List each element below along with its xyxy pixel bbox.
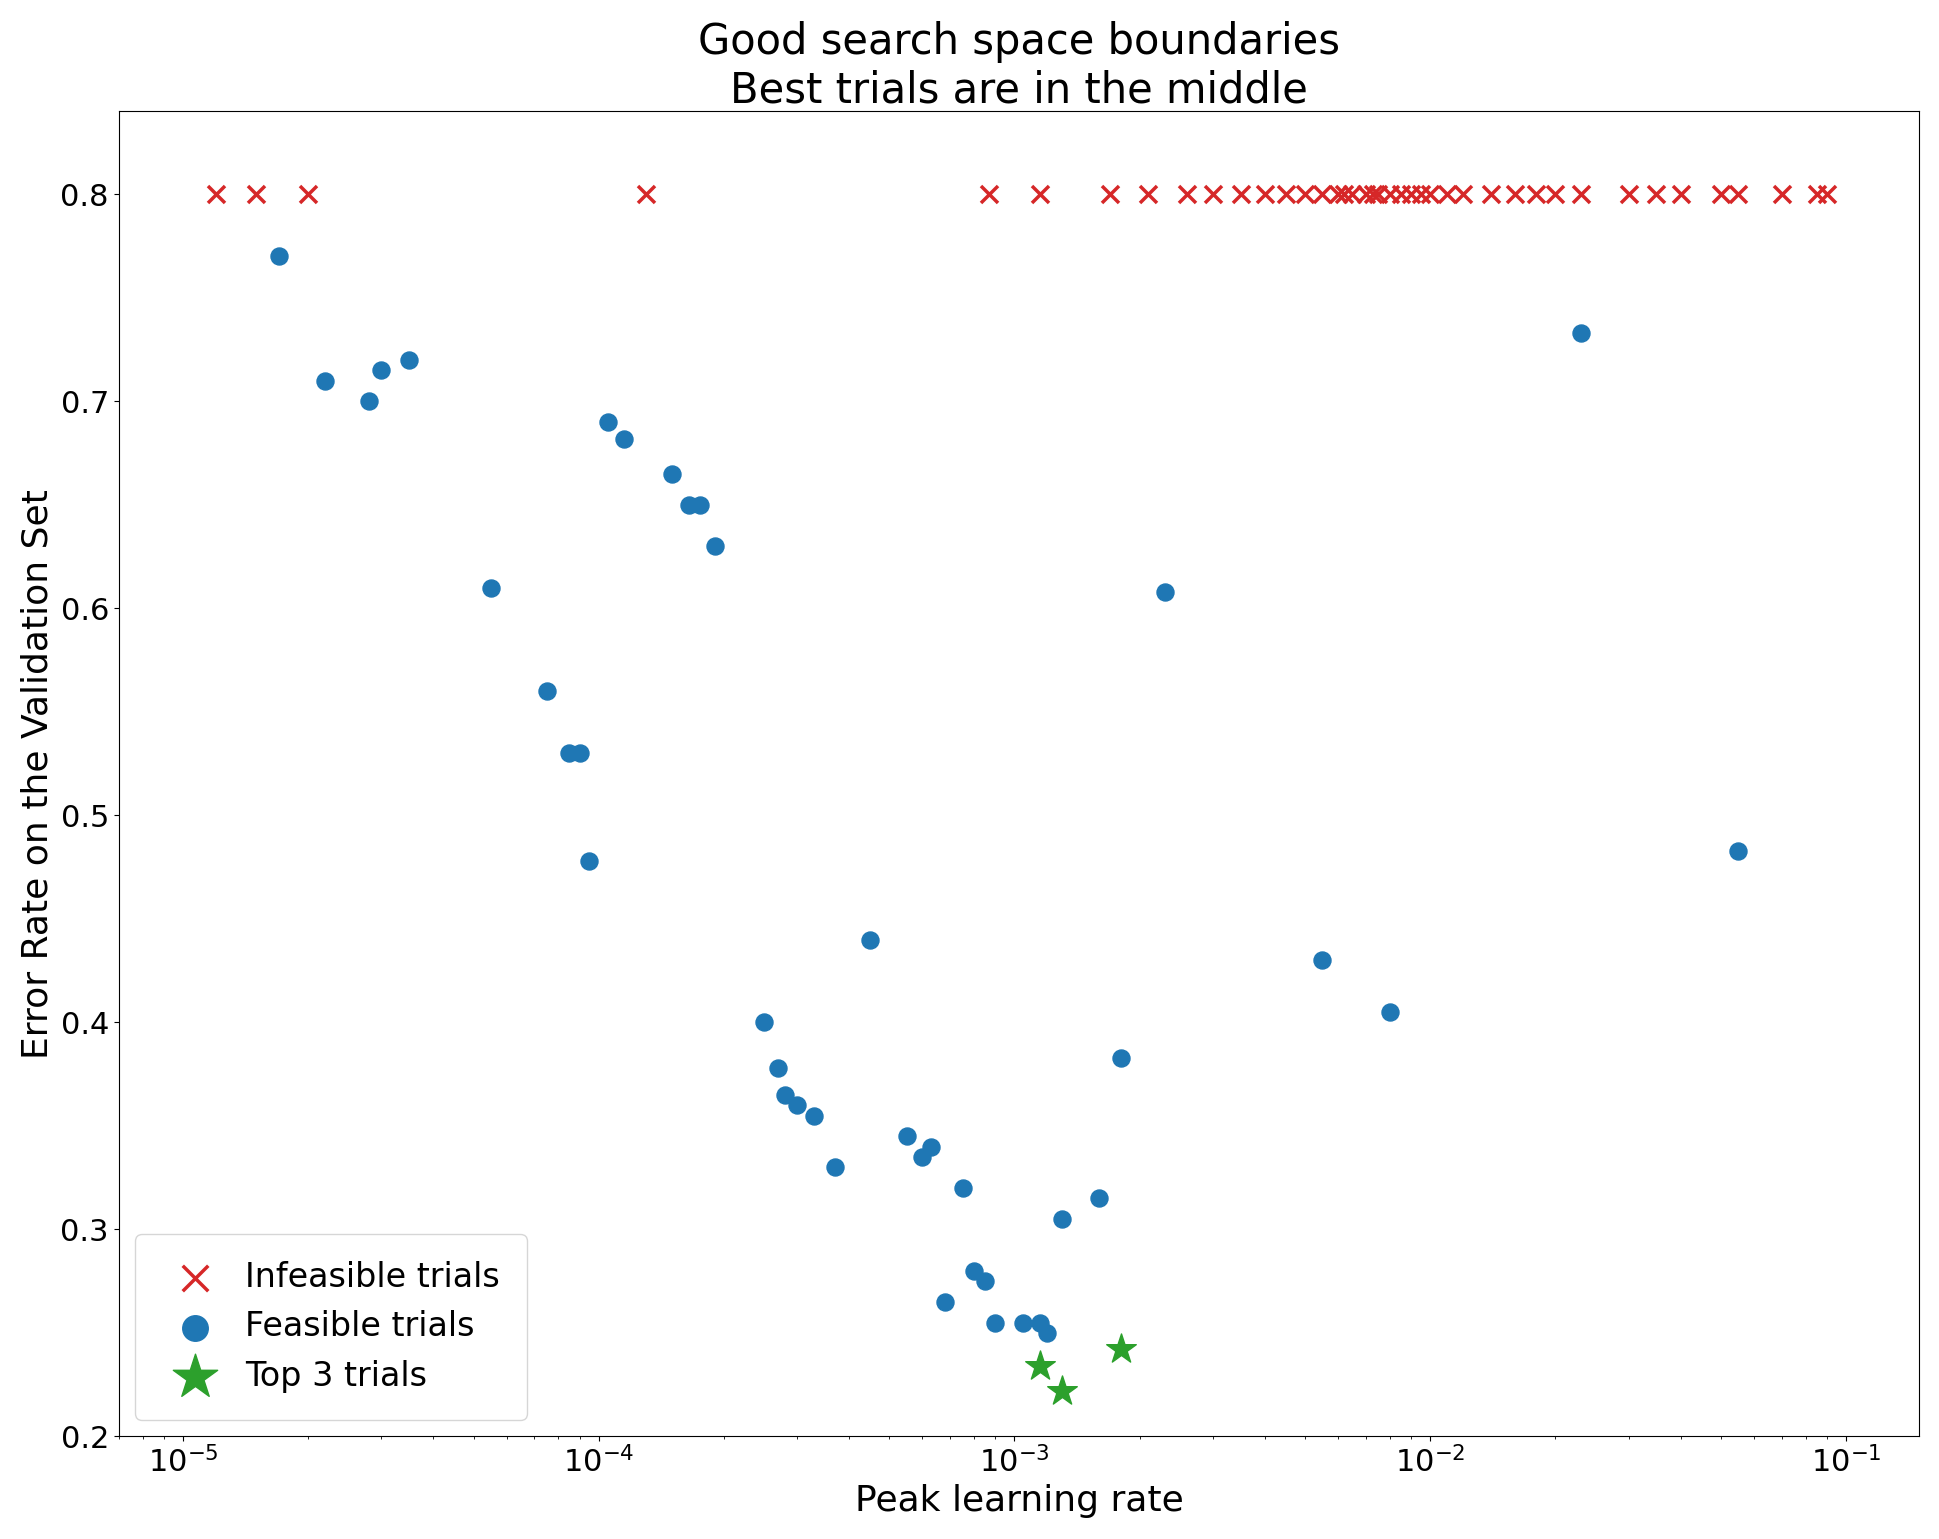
Infeasible trials (1024, 182, 1055, 206)
Infeasible trials (1476, 182, 1507, 206)
Feasible trials (1722, 839, 1753, 863)
Feasible trials (915, 1134, 946, 1159)
Infeasible trials (1322, 182, 1353, 206)
Feasible trials (748, 1010, 779, 1034)
Feasible trials (655, 462, 686, 486)
Feasible trials (264, 245, 295, 269)
Feasible trials (781, 1093, 812, 1117)
Infeasible trials (1307, 182, 1338, 206)
Feasible trials (1084, 1187, 1115, 1211)
Infeasible trials (1328, 182, 1359, 206)
Infeasible trials (1431, 182, 1462, 206)
Feasible trials (1024, 1310, 1055, 1334)
Infeasible trials (1540, 182, 1571, 206)
Feasible trials (1006, 1310, 1037, 1334)
Feasible trials (929, 1290, 960, 1314)
Infeasible trials (1811, 182, 1842, 206)
Title: Good search space boundaries
Best trials are in the middle: Good search space boundaries Best trials… (698, 22, 1340, 111)
Infeasible trials (1446, 182, 1478, 206)
Infeasible trials (630, 182, 661, 206)
Feasible trials (698, 534, 729, 559)
Feasible trials (1148, 579, 1179, 603)
Infeasible trials (1132, 182, 1163, 206)
Feasible trials (574, 848, 605, 873)
Infeasible trials (1499, 182, 1530, 206)
Infeasible trials (293, 182, 324, 206)
Infeasible trials (1196, 182, 1227, 206)
Feasible trials (1307, 948, 1338, 973)
Infeasible trials (1171, 182, 1202, 206)
Feasible trials (958, 1259, 989, 1284)
Top 3 trials (1045, 1379, 1076, 1404)
Infeasible trials (1704, 182, 1735, 206)
Infeasible trials (240, 182, 271, 206)
Infeasible trials (1225, 182, 1256, 206)
Feasible trials (906, 1145, 937, 1170)
Feasible trials (394, 348, 425, 372)
Infeasible trials (1357, 182, 1388, 206)
Feasible trials (555, 740, 586, 765)
Feasible trials (890, 1123, 921, 1148)
Y-axis label: Error Rate on the Validation Set: Error Rate on the Validation Set (21, 489, 54, 1059)
Infeasible trials (1764, 182, 1796, 206)
Infeasible trials (1414, 182, 1445, 206)
Feasible trials (673, 492, 704, 517)
Feasible trials (564, 740, 595, 765)
Feasible trials (310, 368, 341, 392)
Feasible trials (609, 426, 640, 451)
Feasible trials (799, 1103, 830, 1128)
Feasible trials (1373, 1000, 1404, 1025)
Feasible trials (1045, 1207, 1076, 1231)
Feasible trials (1565, 320, 1596, 345)
Feasible trials (1032, 1320, 1063, 1345)
Infeasible trials (1384, 182, 1415, 206)
Infeasible trials (1611, 182, 1642, 206)
Feasible trials (855, 926, 886, 951)
Feasible trials (970, 1268, 1001, 1293)
Feasible trials (818, 1154, 849, 1179)
Feasible trials (366, 359, 397, 383)
Infeasible trials (1664, 182, 1695, 206)
Infeasible trials (1249, 182, 1280, 206)
Infeasible trials (1361, 182, 1392, 206)
Infeasible trials (1350, 182, 1381, 206)
Feasible trials (979, 1310, 1010, 1334)
Feasible trials (531, 679, 562, 703)
Infeasible trials (1336, 182, 1367, 206)
Feasible trials (353, 389, 384, 414)
Top 3 trials (1024, 1354, 1055, 1379)
Feasible trials (684, 492, 715, 517)
Feasible trials (591, 409, 622, 434)
Infeasible trials (1270, 182, 1301, 206)
Infeasible trials (1640, 182, 1671, 206)
Infeasible trials (200, 182, 231, 206)
Infeasible trials (1722, 182, 1753, 206)
Infeasible trials (1289, 182, 1320, 206)
Legend: Infeasible trials, Feasible trials, Top 3 trials: Infeasible trials, Feasible trials, Top … (136, 1234, 525, 1419)
Infeasible trials (1373, 182, 1404, 206)
Infeasible trials (1394, 182, 1425, 206)
Infeasible trials (1404, 182, 1435, 206)
X-axis label: Peak learning rate: Peak learning rate (853, 1484, 1183, 1517)
Feasible trials (768, 1082, 799, 1107)
Infeasible trials (1094, 182, 1125, 206)
Infeasible trials (1520, 182, 1551, 206)
Feasible trials (946, 1176, 977, 1200)
Feasible trials (762, 1056, 793, 1080)
Infeasible trials (1565, 182, 1596, 206)
Infeasible trials (973, 182, 1004, 206)
Feasible trials (1105, 1045, 1136, 1070)
Top 3 trials (1105, 1337, 1136, 1362)
Feasible trials (475, 576, 506, 600)
Infeasible trials (1799, 182, 1830, 206)
